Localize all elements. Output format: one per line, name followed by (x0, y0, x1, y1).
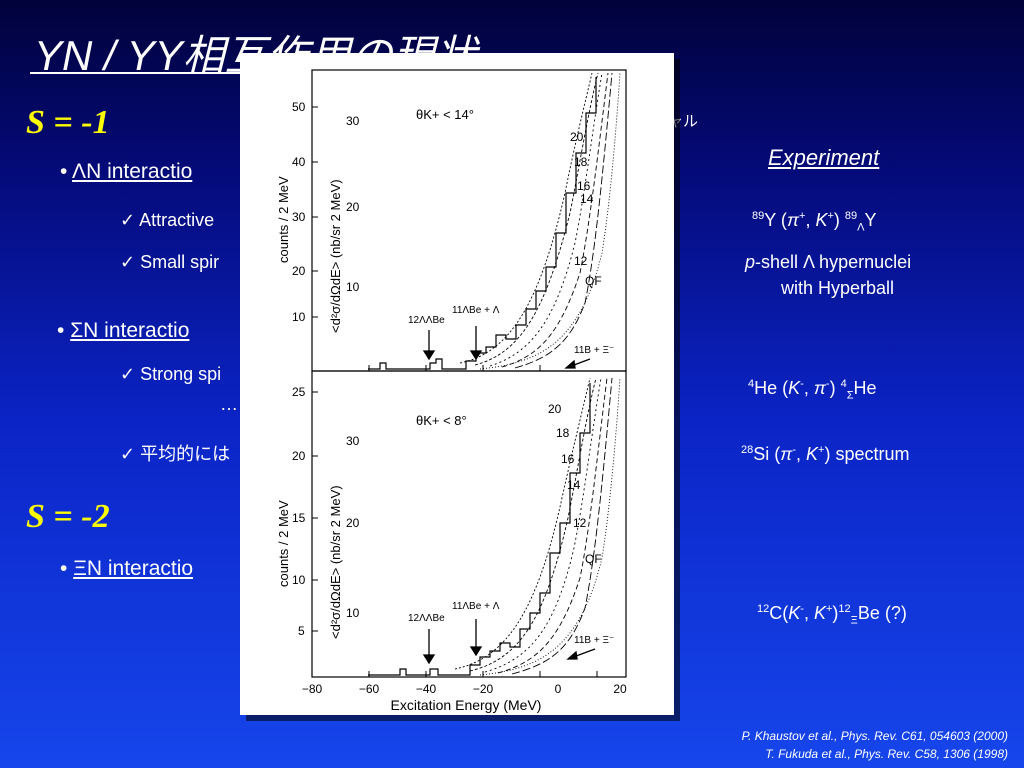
x-tick-label: −20 (473, 682, 494, 696)
check-attractive: ✓ Attractive (120, 210, 215, 230)
upper-histogram (368, 77, 597, 370)
ellipsis-text: … (220, 394, 238, 414)
tick-label: 20 (292, 264, 306, 278)
experiment-89y: 89Y (π+, K+) 89ΛY (752, 210, 877, 234)
upper-ticks: 50 40 30 20 10 30 20 10 (292, 100, 360, 324)
curve-label: 20 (548, 402, 562, 416)
experiment-header: Experiment (768, 145, 880, 170)
tick-label: 10 (292, 310, 306, 324)
tick-label: 15 (292, 511, 306, 525)
tick-label: 20 (346, 516, 360, 530)
upper-curve-labels: 20 18 16 14 12 QF (570, 130, 602, 288)
upper-arrow-label-be11: 11ΛBe + Λ (452, 305, 500, 316)
tick-label: 25 (292, 385, 306, 399)
curve-label: 16 (561, 452, 575, 466)
bullet-dot: • (60, 160, 68, 183)
curve-label: 14 (580, 192, 594, 206)
upper-angle-label: θK+ < 14° (416, 107, 474, 122)
tick-label: 30 (346, 434, 360, 448)
check-average: ✓ 平均的には (120, 444, 231, 464)
upper-arrows (422, 326, 591, 369)
qf-label: QF (585, 552, 602, 566)
tick-label: 5 (298, 624, 305, 638)
experiment-12c: 12C(K-, K+)12ΞBe (?) (757, 603, 907, 627)
tick-label: 10 (292, 573, 306, 587)
qf-label: QF (585, 274, 602, 288)
tick-marks (312, 106, 598, 677)
check-small-spin: ✓ Small spir (120, 252, 220, 272)
x-axis-label: Excitation Energy (MeV) (391, 697, 542, 713)
upper-arrow-label-b11: 11B + Ξ⁻ (574, 345, 614, 356)
upper-ylabel-right: <d²σ/dΩdE> (nb/sr 2 MeV) (328, 179, 343, 333)
x-tick-label: −60 (359, 682, 380, 696)
right-fragment-text: ャル (668, 113, 699, 130)
bullet-lambda-n-text: ΛN interactio (72, 160, 193, 183)
upper-arrow-label-be12: 12ΛΛBe (408, 315, 445, 326)
tick-label: 30 (346, 114, 360, 128)
experiment-hyperball: with Hyperball (781, 278, 895, 298)
curve-label: 12 (574, 254, 588, 268)
x-tick-label: −40 (416, 682, 437, 696)
upper-curves (459, 72, 621, 370)
lower-arrow-label-b11: 11B + Ξ⁻ (574, 635, 614, 646)
tick-label: 10 (346, 606, 360, 620)
x-tick-label: 20 (613, 682, 627, 696)
lower-ticks: 25 20 15 10 5 30 20 10 (292, 385, 360, 638)
bullet-xi-n-text: ΞN interactio (73, 557, 194, 580)
curve-label: 20 (570, 130, 584, 144)
section-s-minus-2: S = -2 (26, 498, 110, 535)
tick-label: 50 (292, 100, 306, 114)
bullet-dot: • (57, 319, 65, 342)
spectrum-figure: counts / 2 MeV <d²σ/dΩdE> (nb/sr 2 MeV) … (240, 53, 674, 715)
reference-2: T. Fukuda et al., Phys. Rev. C58, 1306 (… (765, 747, 1008, 761)
x-tick-label: 0 (555, 682, 562, 696)
lower-ylabel-right: <d²σ/dΩdE> (nb/sr 2 MeV) (328, 485, 343, 639)
lower-curve-labels: 20 18 16 14 12 QF (548, 402, 602, 566)
lower-panel-frame (311, 370, 627, 678)
lower-curves (454, 377, 621, 676)
check-strong-spin: ✓ Strong spi (120, 364, 222, 384)
lower-arrow-label-be11: 11ΛBe + Λ (452, 601, 500, 612)
section-s-minus-1: S = -1 (26, 104, 110, 141)
bullet-sigma-n-text: ΣN interactio (70, 319, 190, 342)
bullet-sigma-n: • ΣN interactio (57, 319, 189, 343)
reference-1: P. Khaustov et al., Phys. Rev. C61, 0546… (741, 729, 1008, 743)
lower-arrows (422, 619, 596, 665)
curve-label: 14 (567, 478, 581, 492)
x-tick-label: −80 (302, 682, 323, 696)
lower-ylabel-left: counts / 2 MeV (276, 500, 291, 587)
tick-label: 10 (346, 280, 360, 294)
tick-label: 20 (346, 200, 360, 214)
x-ticks: −80 −60 −40 −20 0 20 (302, 682, 627, 696)
bullet-lambda-n: • ΛN interactio (60, 160, 192, 184)
lower-histogram (368, 383, 591, 676)
tick-label: 30 (292, 210, 306, 224)
curve-label: 16 (577, 179, 591, 193)
curve-label: 12 (573, 516, 587, 530)
experiment-4he: 4He (K-, π-) 4ΣHe (748, 378, 877, 402)
tick-label: 20 (292, 449, 306, 463)
curve-label: 18 (556, 426, 570, 440)
bullet-xi-n: • ΞN interactio (60, 557, 193, 581)
experiment-28si: 28Si (π-, K+) spectrum (741, 444, 910, 464)
lower-arrow-label-be12: 12ΛΛBe (408, 613, 445, 624)
experiment-p-shell: p-shell Λ hypernuclei (745, 252, 912, 272)
curve-label: 18 (574, 155, 588, 169)
spectrum-plot-svg: counts / 2 MeV <d²σ/dΩdE> (nb/sr 2 MeV) … (276, 69, 627, 713)
tick-label: 40 (292, 155, 306, 169)
upper-ylabel-left: counts / 2 MeV (276, 176, 291, 263)
lower-angle-label: θK+ < 8° (416, 413, 467, 428)
bullet-dot: • (60, 557, 68, 580)
